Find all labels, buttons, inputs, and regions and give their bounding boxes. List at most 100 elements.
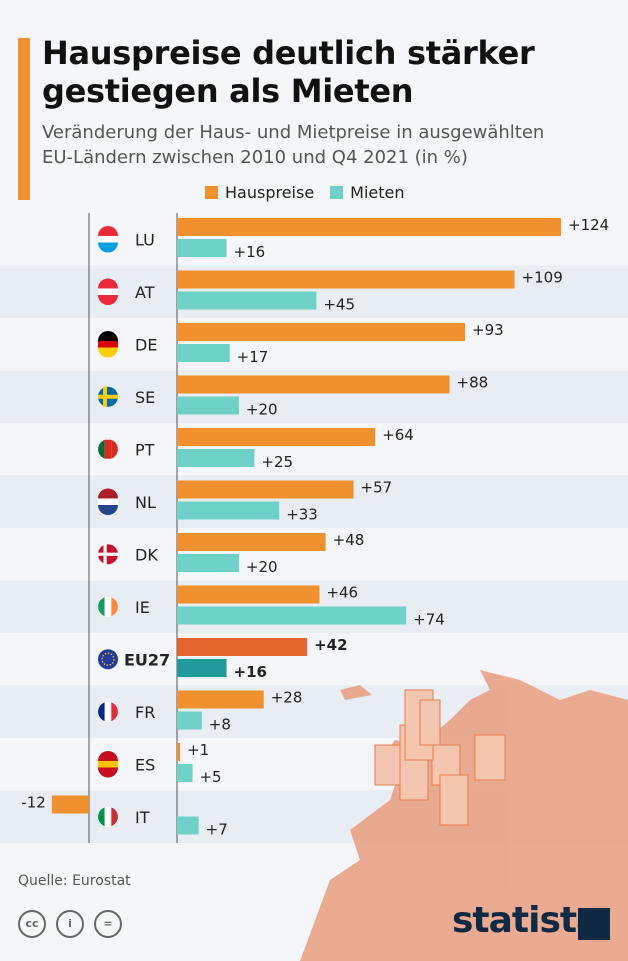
legend-swatch-hauspreise [205, 186, 218, 199]
category-label-eu27: EU27 [124, 650, 170, 669]
bar-mieten-se [177, 396, 239, 415]
category-label-lu: LU [135, 230, 155, 249]
flag-stripe [98, 288, 118, 296]
bar-mieten-ie [177, 606, 407, 625]
flag-icon-at [98, 278, 118, 306]
flag-stripe [104, 439, 112, 459]
data-label-mieten-it: +7 [206, 821, 228, 839]
data-label-mieten-de: +17 [237, 348, 269, 366]
data-label-mieten-at: +45 [323, 296, 355, 314]
flag-cross [103, 386, 107, 407]
flag-stripe [98, 498, 118, 506]
statista-logo: statista [452, 900, 600, 941]
flag-icon-nl [98, 488, 118, 516]
data-label-mieten-eu27: +16 [234, 663, 267, 681]
flag-cross [103, 544, 107, 565]
title-line-1: Hauspreise deutlich stärker [42, 34, 535, 72]
flag-cross [98, 394, 118, 399]
flag-stripe [104, 702, 112, 722]
bar-hauspreise-dk [177, 533, 326, 551]
flag-stripe [98, 242, 118, 253]
flag-stripe [98, 702, 105, 722]
title-accent-bar [18, 38, 30, 200]
bar-mieten-dk [177, 554, 239, 572]
flag-stripe [98, 235, 118, 243]
flag-stripe [98, 330, 118, 341]
flag-stripe [98, 278, 118, 289]
flag-stripe [98, 488, 118, 499]
bar-mieten-es [177, 764, 193, 782]
chart-subtitle: Veränderung der Haus- und Mietpreise in … [42, 120, 544, 170]
category-label-fr: FR [135, 703, 155, 722]
flag-stripe [111, 597, 118, 617]
bar-mieten-pt [177, 449, 255, 467]
cc-icon: cc [18, 910, 46, 938]
europe-map-illustration [300, 670, 628, 961]
data-label-hauspreise-de: +93 [472, 321, 504, 339]
flag-stripe [98, 750, 118, 761]
flag-stripe [98, 295, 118, 306]
data-label-mieten-nl: +33 [286, 506, 318, 524]
data-label-hauspreise-pt: +64 [382, 426, 414, 444]
building-icon [419, 699, 441, 746]
bar-hauspreise-es [177, 743, 181, 761]
data-label-hauspreise-lu: +124 [568, 216, 609, 234]
flag-stripe [98, 340, 118, 348]
bar-mieten-nl [177, 501, 280, 520]
source-note: Quelle: Eurostat [18, 873, 131, 889]
data-label-mieten-ie: +74 [413, 611, 445, 629]
data-label-mieten-dk: +20 [246, 558, 278, 576]
legend: Hauspreise Mieten [205, 183, 405, 202]
chart-title: Hauspreise deutlich stärker gestiegen al… [42, 34, 535, 110]
bar-hauspreise-fr [177, 690, 264, 709]
legend-label-mieten: Mieten [350, 183, 405, 202]
bar-hauspreise-lu [177, 218, 561, 236]
flag-stripe [111, 807, 118, 827]
attribution-icon: i [56, 910, 84, 938]
flag-icon-lu [98, 225, 118, 253]
bar-hauspreise-ie [177, 585, 320, 604]
flag-stripe [98, 347, 118, 358]
flag-icon-de [98, 330, 118, 358]
data-label-mieten-lu: +16 [234, 243, 266, 261]
bar-mieten-de [177, 344, 230, 362]
flag-stripe [98, 439, 105, 459]
flag-stripe [104, 807, 112, 827]
category-label-pt: PT [135, 440, 155, 459]
bar-mieten-eu27 [177, 659, 227, 677]
flag-stripe [111, 702, 118, 722]
uk-map-shape [340, 685, 372, 700]
data-label-hauspreise-se: +88 [457, 374, 489, 392]
title-line-2: gestiegen als Mieten [42, 72, 414, 110]
flag-eu-stars [101, 652, 115, 666]
data-label-hauspreise-fr: +28 [271, 689, 303, 707]
bar-mieten-at [177, 291, 317, 310]
category-label-es: ES [135, 755, 155, 774]
bar-hauspreise-nl [177, 480, 354, 499]
subtitle-line-1: Veränderung der Haus- und Mietpreise in … [42, 122, 545, 143]
flag-icon-es [98, 750, 118, 778]
flag-icon-pt [98, 439, 118, 460]
flag-stripe [98, 760, 118, 768]
bar-mieten-it [177, 816, 199, 835]
category-label-dk: DK [135, 545, 158, 564]
flag-stripe [98, 505, 118, 516]
building-icon [439, 774, 469, 826]
flag-icon-se [98, 386, 118, 407]
category-label-ie: IE [135, 598, 150, 617]
flag-stripe [98, 767, 118, 778]
data-label-mieten-se: +20 [246, 401, 278, 419]
data-label-hauspreise-it: -12 [21, 794, 46, 812]
flag-stripe [98, 597, 105, 617]
data-label-hauspreise-es: +1 [187, 741, 209, 759]
bar-hauspreise-se [177, 375, 450, 394]
legend-item-mieten: Mieten [330, 183, 405, 202]
category-label-se: SE [135, 388, 155, 407]
flag-icon-ie [98, 596, 118, 617]
data-label-mieten-pt: +25 [261, 453, 293, 471]
data-label-hauspreise-nl: +57 [361, 479, 393, 497]
category-label-nl: NL [135, 493, 156, 512]
bar-mieten-fr [177, 711, 202, 730]
flag-eu [98, 649, 118, 670]
